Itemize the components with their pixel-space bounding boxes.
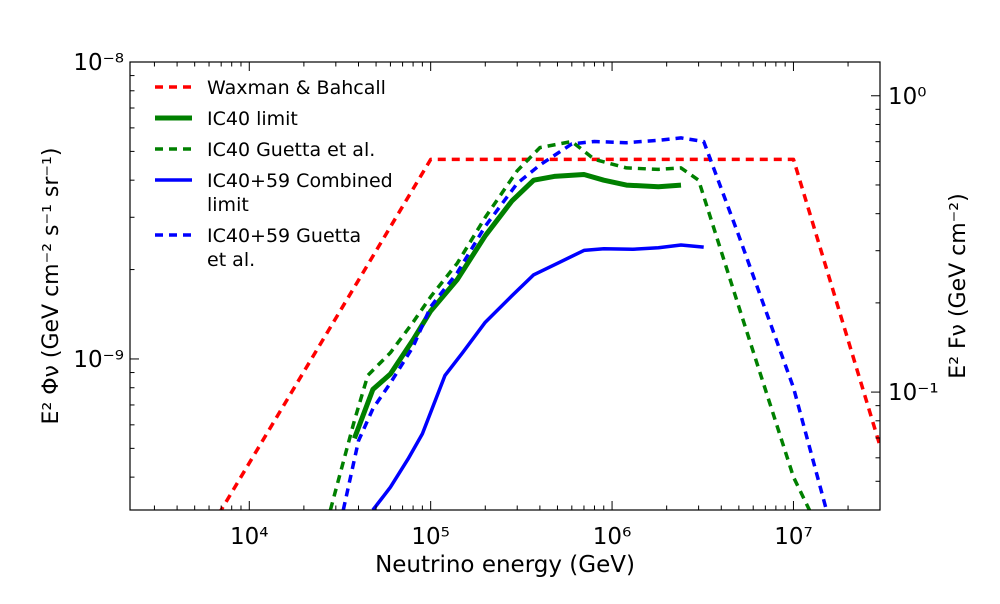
legend-label: IC40 Guetta et al.: [207, 139, 375, 161]
y-axis-label: E² Φν (GeV cm⁻² s⁻¹ sr⁻¹): [39, 148, 64, 425]
legend-label: limit: [207, 194, 249, 216]
plot-background: [130, 62, 880, 510]
x-tick-label: 10⁵: [411, 524, 450, 550]
y-tick-label: 10⁻⁹: [73, 347, 124, 373]
series-line-ic40-limit: [352, 172, 682, 440]
y-tick-label: 10⁻⁸: [73, 50, 124, 76]
legend-label: IC40+59 Guetta: [207, 225, 361, 247]
legend-label: Waxman & Bahcall: [207, 77, 386, 99]
plot-frame: [129, 61, 881, 511]
legend-label: IC40+59 Combined: [207, 170, 393, 192]
series-line-ic40-59-combined-limit: [371, 243, 704, 510]
y-axis-label-right: E² Fν (GeV cm⁻²): [946, 193, 971, 378]
x-tick-label: 10⁷: [774, 524, 813, 550]
legend-label: IC40 limit: [207, 108, 298, 130]
x-axis-label: Neutrino energy (GeV): [375, 552, 635, 578]
series-line-ic40-guetta-et-al: [328, 139, 812, 510]
x-tick-label: 10⁶: [593, 524, 632, 550]
ticks-layer: 10⁴ 10⁵ 10⁶ 10⁷ 10⁻⁹ 10⁻⁸ 10⁻¹ 10⁰: [73, 50, 938, 550]
x-tick-label: 10⁴: [230, 524, 269, 550]
y-right-tick-label: 10⁰: [888, 84, 927, 110]
series-layer: [218, 136, 880, 510]
y-right-tick-label: 10⁻¹: [888, 380, 939, 406]
legend-label: et al.: [207, 249, 255, 271]
legend: Waxman & Bahcall IC40 limit IC40 Guetta et…: [155, 77, 393, 271]
series-line-ic40-59-guetta-et-al: [341, 136, 829, 510]
series-line-waxman-bahcall: [218, 157, 880, 510]
